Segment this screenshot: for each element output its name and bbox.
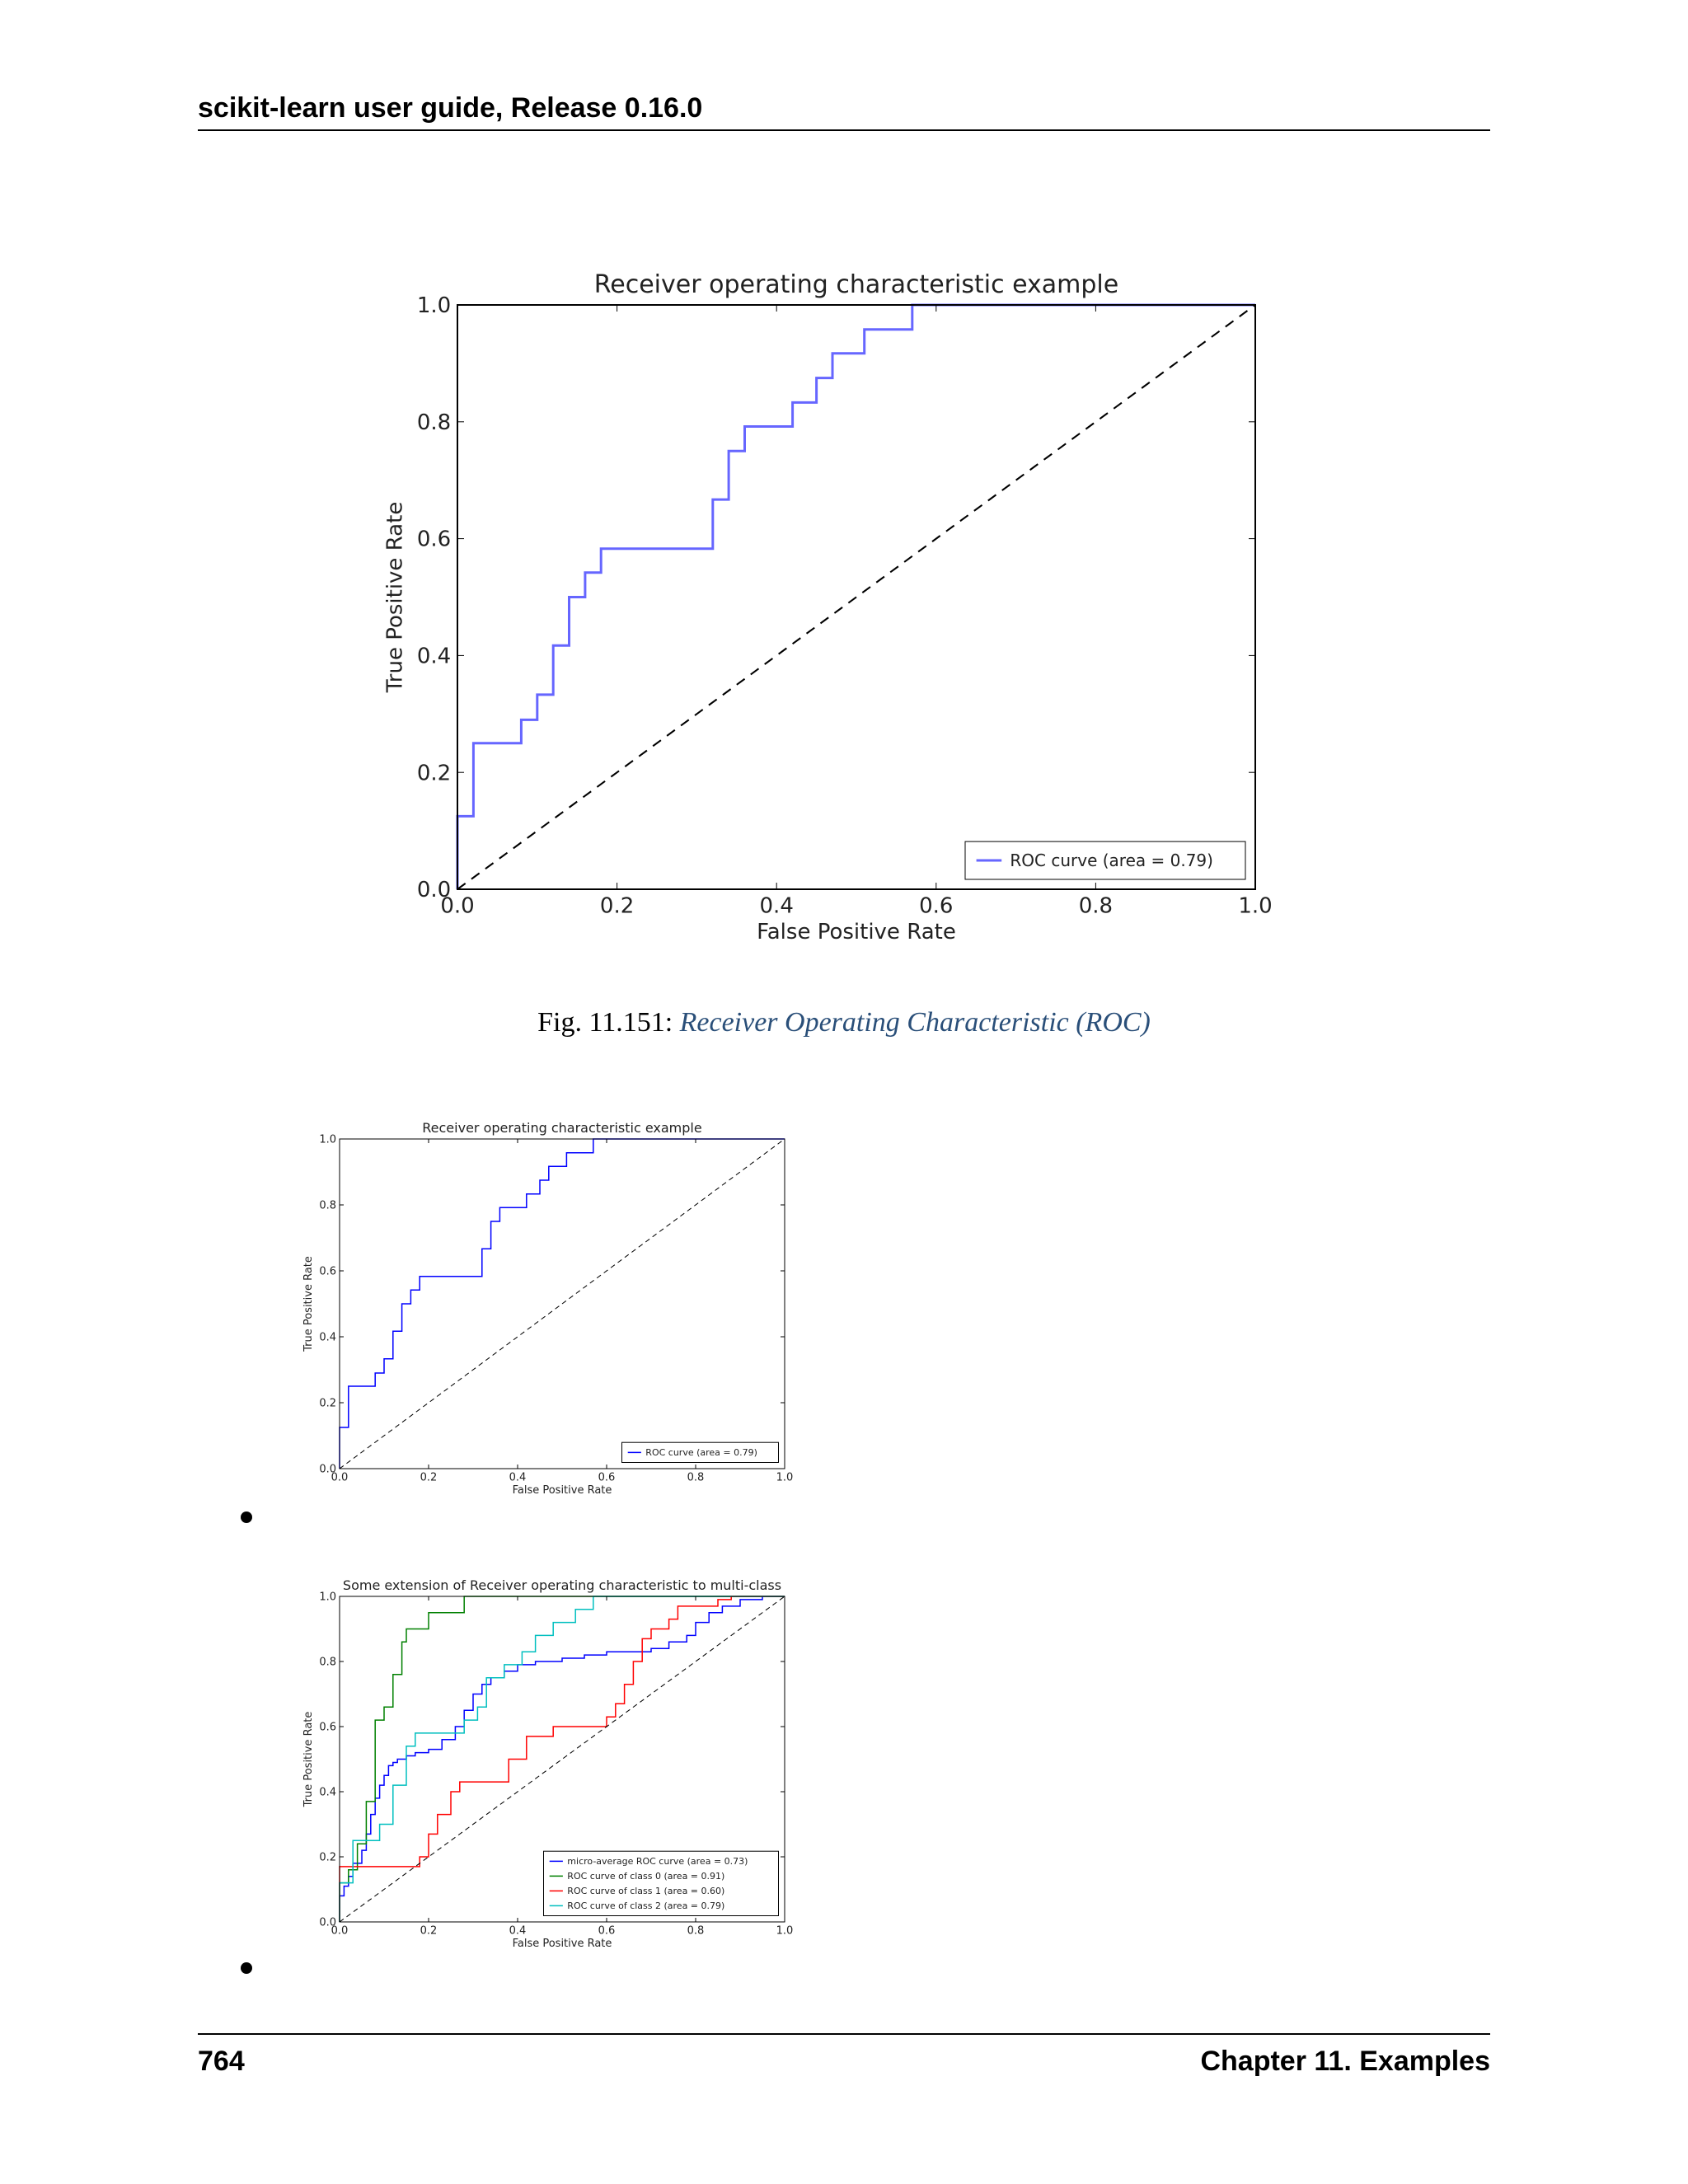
roc-series-line-1 bbox=[339, 1596, 785, 1922]
x-tick-label: 0.0 bbox=[331, 1471, 349, 1483]
header-rule bbox=[198, 129, 1490, 131]
figure-caption: Fig. 11.151: Receiver Operating Characte… bbox=[0, 1007, 1688, 1038]
legend-entry: ROC curve (area = 0.79) bbox=[645, 1447, 757, 1458]
y-axis-label: True Positive Rate bbox=[302, 1256, 315, 1352]
y-tick-label: 0.2 bbox=[319, 1852, 336, 1864]
list-bullet bbox=[241, 1962, 252, 1974]
chart-title: Receiver operating characteristic exampl… bbox=[422, 1120, 701, 1136]
y-tick-label: 0.4 bbox=[319, 1787, 336, 1799]
x-tick-label: 0.0 bbox=[440, 894, 474, 919]
x-tick-label: 0.4 bbox=[760, 894, 794, 919]
chapter-title: Chapter 11. Examples bbox=[1200, 2046, 1490, 2077]
x-tick-label: 0.8 bbox=[1079, 894, 1113, 919]
x-tick-label: 0.8 bbox=[687, 1924, 705, 1937]
y-tick-label: 0.2 bbox=[319, 1398, 336, 1410]
diagonal-reference-line bbox=[339, 1596, 785, 1923]
x-axis-label: False Positive Rate bbox=[757, 920, 956, 944]
y-axis-label: True Positive Rate bbox=[302, 1712, 315, 1808]
y-tick-label: 0.2 bbox=[417, 761, 451, 785]
roc-series-line-0 bbox=[456, 303, 1255, 889]
y-tick-label: 1.0 bbox=[319, 1134, 336, 1146]
y-tick-label: 0.8 bbox=[319, 1200, 336, 1212]
y-tick-label: 1.0 bbox=[319, 1591, 336, 1604]
y-tick-label: 1.0 bbox=[417, 293, 451, 318]
diagonal-reference-line bbox=[457, 304, 1256, 890]
page-number: 764 bbox=[198, 2046, 245, 2077]
x-tick-label: 0.2 bbox=[420, 1924, 438, 1937]
roc-series-line-0 bbox=[339, 1138, 785, 1469]
x-tick-label: 1.0 bbox=[1238, 894, 1272, 919]
x-tick-label: 0.4 bbox=[509, 1924, 527, 1937]
y-tick-label: 0.0 bbox=[319, 1464, 336, 1476]
x-tick-label: 0.2 bbox=[600, 894, 634, 919]
list-bullet bbox=[241, 1511, 252, 1523]
legend-entry: ROC curve (area = 0.79) bbox=[1010, 851, 1213, 870]
y-tick-label: 0.6 bbox=[319, 1722, 336, 1734]
x-axis-label: False Positive Rate bbox=[513, 1938, 612, 1950]
y-tick-label: 0.0 bbox=[417, 878, 451, 902]
legend-entry: ROC curve of class 2 (area = 0.79) bbox=[567, 1900, 724, 1911]
x-tick-label: 1.0 bbox=[776, 1471, 794, 1483]
y-axis-label: True Positive Rate bbox=[382, 502, 407, 694]
y-tick-label: 0.0 bbox=[319, 1917, 336, 1929]
legend-entry: ROC curve of class 0 (area = 0.91) bbox=[567, 1871, 724, 1882]
running-header: scikit-learn user guide, Release 0.16.0 bbox=[198, 92, 703, 124]
y-tick-label: 0.8 bbox=[319, 1657, 336, 1669]
y-tick-label: 0.8 bbox=[417, 410, 451, 435]
figure-link[interactable]: Receiver Operating Characteristic (ROC) bbox=[679, 1007, 1151, 1038]
roc-multiclass-chart: Some extension of Receiver operating cha… bbox=[302, 1577, 794, 1950]
roc-series-line-2 bbox=[339, 1596, 785, 1922]
legend-box bbox=[964, 841, 1246, 880]
legend-box bbox=[543, 1850, 779, 1917]
roc-chart-small: Receiver operating characteristic exampl… bbox=[302, 1120, 794, 1497]
x-tick-label: 0.6 bbox=[598, 1471, 616, 1483]
roc-series-line-3 bbox=[339, 1596, 785, 1922]
y-tick-label: 0.4 bbox=[417, 644, 451, 669]
x-axis-label: False Positive Rate bbox=[513, 1484, 612, 1497]
x-tick-label: 0.4 bbox=[509, 1471, 527, 1483]
plot-frame bbox=[339, 1138, 785, 1469]
x-tick-label: 1.0 bbox=[776, 1924, 794, 1937]
legend-entry: micro-average ROC curve (area = 0.73) bbox=[567, 1856, 748, 1867]
chart-title: Receiver operating characteristic exampl… bbox=[594, 270, 1118, 299]
figure-number: Fig. 11.151: bbox=[537, 1007, 680, 1038]
plot-frame bbox=[457, 304, 1256, 890]
x-tick-label: 0.6 bbox=[919, 894, 953, 919]
footer-rule bbox=[198, 2033, 1490, 2035]
y-tick-label: 0.4 bbox=[319, 1332, 336, 1344]
legend-box bbox=[621, 1441, 779, 1464]
x-tick-label: 0.6 bbox=[598, 1924, 616, 1937]
chart-title: Some extension of Receiver operating cha… bbox=[343, 1577, 781, 1593]
x-tick-label: 0.2 bbox=[420, 1471, 438, 1483]
diagonal-reference-line bbox=[339, 1138, 785, 1469]
x-tick-label: 0.0 bbox=[331, 1924, 349, 1937]
x-tick-label: 0.8 bbox=[687, 1471, 705, 1483]
y-tick-label: 0.6 bbox=[417, 527, 451, 552]
y-tick-label: 0.6 bbox=[319, 1266, 336, 1278]
plot-frame bbox=[339, 1596, 785, 1923]
legend-entry: ROC curve of class 1 (area = 0.60) bbox=[567, 1886, 724, 1896]
roc-chart-large: Receiver operating characteristic exampl… bbox=[382, 270, 1272, 944]
